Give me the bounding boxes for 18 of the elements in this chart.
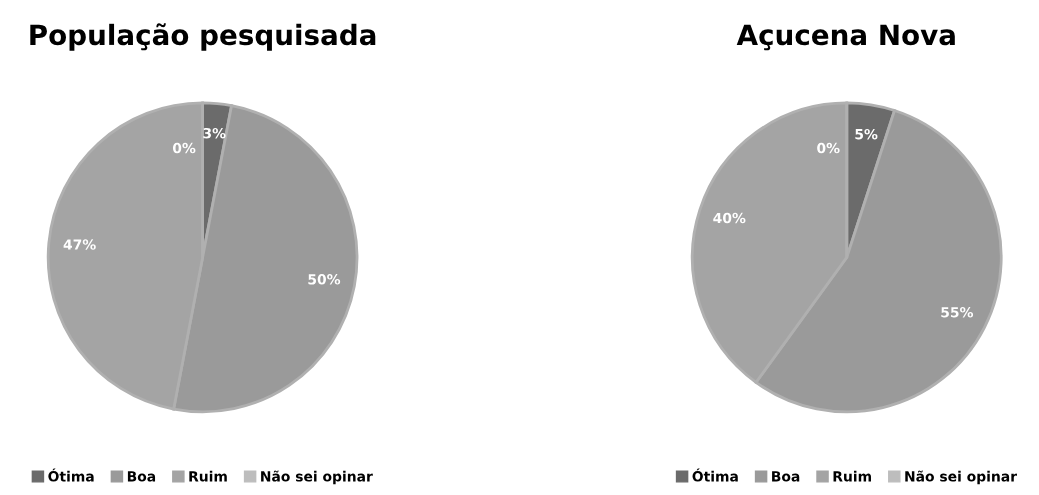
data-label: 47% <box>63 239 96 250</box>
data-label: 55% <box>941 307 974 318</box>
chart-title: Açucena Nova <box>736 24 955 51</box>
data-label: 40% <box>713 212 746 224</box>
text: 0% <box>172 142 196 154</box>
legend-label: Ruim <box>189 470 227 482</box>
data-label: 3% <box>203 127 226 139</box>
chart-title: População pesquisada <box>30 23 376 51</box>
legend-label: Ótima <box>48 468 94 482</box>
data-label: 5% <box>855 128 878 140</box>
legend-label: Boa <box>772 471 800 482</box>
legend-label: Não sei opinar <box>261 470 373 485</box>
legend-label: Ótima <box>692 468 738 482</box>
legend-label: Boa <box>127 471 156 482</box>
data-label: 50% <box>308 274 341 285</box>
text: 0% <box>817 142 840 154</box>
legend-label: Não sei opinar <box>905 470 1017 485</box>
legend-label: Ruim <box>833 470 871 482</box>
